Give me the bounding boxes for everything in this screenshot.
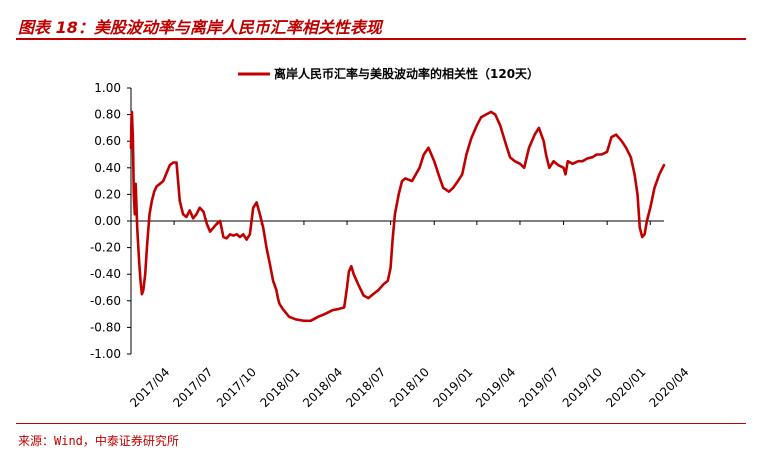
y-tick-label: 1.00 <box>94 81 121 95</box>
x-tick-label: 2019/04 <box>473 365 518 410</box>
legend: 离岸人民币汇率与美股波动率的相关性（120天） <box>238 66 539 81</box>
figure-title-bar: 图表 18：美股波动率与离岸人民币汇率相关性表现 <box>16 8 746 40</box>
y-tick-label: -0.40 <box>90 267 121 281</box>
y-tick-label: -1.00 <box>90 347 121 361</box>
x-tick-label: 2020/01 <box>603 365 648 410</box>
y-tick-label: 0.20 <box>94 187 121 201</box>
x-tick-label: 2019/01 <box>430 365 475 410</box>
title-underline <box>16 38 746 40</box>
source-note: 来源：Wind，中泰证券研究所 <box>18 434 179 448</box>
x-tick-label: 2019/10 <box>560 365 605 410</box>
x-tick-label: 2018/04 <box>300 365 345 410</box>
y-tick-label: 0.80 <box>94 108 121 122</box>
x-tick-label: 2019/07 <box>516 365 561 410</box>
legend-label: 离岸人民币汇率与美股波动率的相关性（120天） <box>274 66 539 81</box>
y-tick-label: -0.20 <box>90 241 121 255</box>
x-tick-label: 2018/10 <box>387 365 432 410</box>
y-tick-label: 0.40 <box>94 161 121 175</box>
source-divider <box>16 423 746 424</box>
y-tick-label: -0.80 <box>90 320 121 334</box>
y-tick-label: 0.00 <box>94 214 121 228</box>
x-tick-label: 2017/07 <box>170 365 215 410</box>
x-tick-label: 2018/07 <box>343 365 388 410</box>
y-axis: 1.00 0.80 0.60 0.40 0.20 0.00 -0.20 -0.40 -0.60 -… <box>90 81 132 361</box>
y-tick-label: -0.60 <box>90 294 121 308</box>
x-tick-label: 2017/10 <box>214 365 259 410</box>
x-tick-label: 2020/04 <box>646 365 691 410</box>
figure-title: 图表 18：美股波动率与离岸人民币汇率相关性表现 <box>18 18 382 37</box>
series-line-correlation <box>129 110 666 323</box>
x-tick-label: 2018/01 <box>258 365 303 410</box>
y-tick-label: 0.60 <box>94 134 121 148</box>
x-tick-label: 2017/04 <box>127 365 172 410</box>
x-axis: 2017/042017/072017/102018/012018/042018/… <box>127 220 692 410</box>
line-chart: 离岸人民币汇率与美股波动率的相关性（120天） 1.00 0.80 0.60 0.40… <box>90 66 692 410</box>
plot-area <box>129 110 666 323</box>
